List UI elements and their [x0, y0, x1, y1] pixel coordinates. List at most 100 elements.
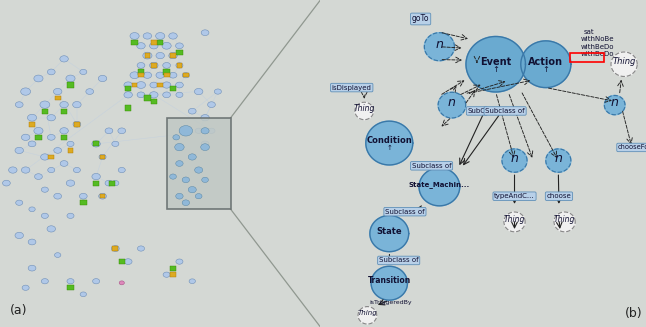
Ellipse shape: [156, 33, 165, 39]
Text: isTriggeredBy: isTriggeredBy: [370, 300, 412, 305]
Ellipse shape: [124, 92, 132, 98]
Bar: [29, 122, 35, 127]
Text: Thing: Thing: [504, 215, 525, 224]
Ellipse shape: [41, 154, 49, 160]
Text: Event: Event: [480, 57, 512, 67]
Ellipse shape: [92, 173, 100, 180]
Bar: [61, 135, 67, 140]
Bar: [176, 50, 183, 55]
Ellipse shape: [156, 52, 165, 59]
Text: ↑: ↑: [543, 65, 549, 74]
Ellipse shape: [118, 167, 125, 173]
Bar: [48, 155, 54, 159]
Bar: [119, 259, 125, 264]
Ellipse shape: [169, 52, 177, 59]
Text: (a): (a): [10, 304, 27, 317]
Text: State_Machin...: State_Machin...: [409, 181, 470, 188]
Ellipse shape: [98, 75, 107, 82]
Ellipse shape: [54, 193, 61, 199]
Text: withNoBe: withNoBe: [580, 36, 614, 43]
Text: SubO: SubO: [468, 108, 486, 114]
Polygon shape: [370, 215, 409, 252]
Ellipse shape: [105, 128, 113, 134]
Bar: [67, 82, 74, 88]
Ellipse shape: [3, 180, 10, 186]
Bar: [570, 53, 604, 62]
Ellipse shape: [28, 141, 36, 147]
Ellipse shape: [176, 161, 183, 166]
Ellipse shape: [176, 63, 183, 68]
Polygon shape: [355, 102, 373, 120]
Ellipse shape: [162, 82, 171, 88]
Ellipse shape: [79, 193, 87, 199]
Ellipse shape: [80, 69, 87, 75]
Ellipse shape: [99, 193, 107, 199]
Ellipse shape: [54, 147, 61, 153]
Ellipse shape: [194, 88, 203, 95]
Bar: [74, 122, 80, 127]
Text: n: n: [610, 96, 619, 109]
Ellipse shape: [169, 72, 177, 78]
Ellipse shape: [174, 144, 184, 151]
Ellipse shape: [99, 154, 106, 160]
Text: withBeDo: withBeDo: [580, 51, 614, 57]
Ellipse shape: [72, 101, 81, 108]
Ellipse shape: [130, 72, 139, 78]
Bar: [138, 73, 144, 77]
Ellipse shape: [137, 62, 145, 68]
Ellipse shape: [176, 43, 183, 49]
Text: Subclass of: Subclass of: [379, 257, 419, 264]
Text: n: n: [448, 96, 456, 109]
Bar: [99, 155, 105, 159]
Bar: [125, 86, 131, 91]
Ellipse shape: [74, 167, 80, 173]
Bar: [68, 148, 74, 153]
Bar: [176, 63, 182, 68]
Ellipse shape: [86, 89, 94, 95]
Ellipse shape: [208, 128, 215, 133]
Ellipse shape: [176, 193, 183, 199]
Bar: [99, 194, 105, 198]
Ellipse shape: [176, 259, 183, 264]
Ellipse shape: [189, 279, 196, 284]
Ellipse shape: [195, 194, 202, 199]
Ellipse shape: [92, 279, 99, 284]
Ellipse shape: [21, 134, 30, 141]
Ellipse shape: [28, 114, 37, 121]
Text: Subclass of: Subclass of: [485, 108, 525, 114]
Text: Thing: Thing: [554, 215, 576, 224]
Ellipse shape: [48, 167, 55, 173]
Ellipse shape: [137, 92, 145, 98]
Ellipse shape: [195, 128, 202, 133]
Text: sat: sat: [584, 29, 594, 35]
Ellipse shape: [34, 75, 43, 82]
Bar: [93, 141, 99, 146]
Text: Thing: Thing: [353, 104, 375, 113]
Ellipse shape: [54, 88, 62, 95]
Ellipse shape: [182, 200, 189, 206]
Ellipse shape: [173, 135, 180, 140]
Polygon shape: [611, 52, 637, 77]
Ellipse shape: [150, 62, 158, 69]
Bar: [158, 83, 163, 87]
Bar: [41, 109, 48, 114]
Ellipse shape: [162, 43, 171, 49]
Bar: [151, 63, 157, 68]
Text: Transition: Transition: [368, 276, 411, 285]
Ellipse shape: [35, 174, 43, 180]
Bar: [183, 73, 189, 77]
Ellipse shape: [34, 128, 43, 134]
Bar: [55, 96, 61, 100]
Ellipse shape: [66, 75, 75, 82]
Ellipse shape: [182, 73, 189, 78]
Ellipse shape: [29, 207, 36, 212]
Ellipse shape: [170, 174, 176, 179]
Text: Thing: Thing: [612, 58, 636, 66]
Ellipse shape: [22, 285, 29, 290]
Bar: [138, 69, 144, 75]
Ellipse shape: [136, 82, 145, 88]
Ellipse shape: [60, 128, 68, 134]
Ellipse shape: [60, 161, 68, 166]
Text: ↑: ↑: [386, 145, 392, 151]
Polygon shape: [358, 307, 377, 324]
